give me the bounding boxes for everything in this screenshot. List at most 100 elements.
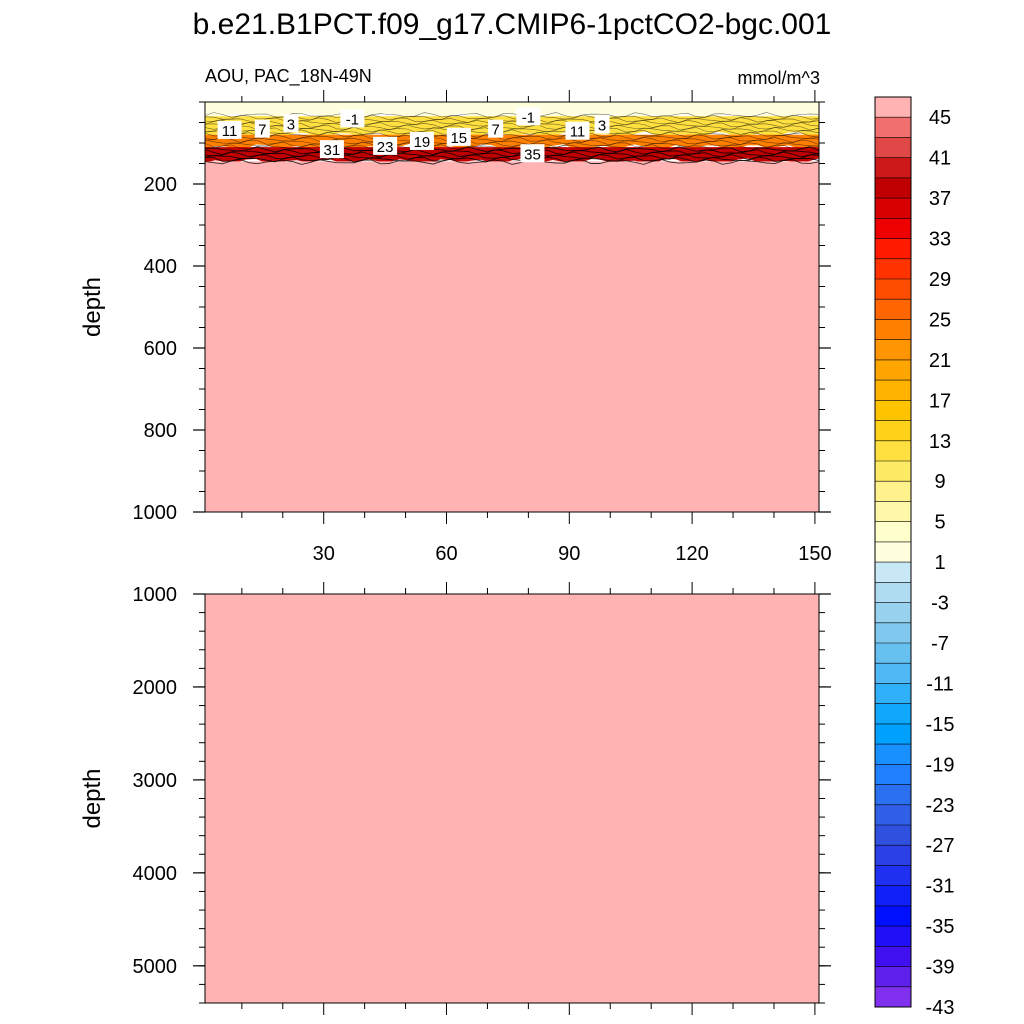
contour-line — [204, 122, 820, 128]
contour-label-box — [217, 120, 242, 139]
contour-label: 3 — [598, 118, 606, 135]
colorbar-swatch — [875, 885, 911, 907]
colorbar-label: 21 — [929, 350, 951, 372]
y-tick-label: 3000 — [133, 770, 178, 792]
colorbar-swatch — [875, 359, 911, 381]
colorbar-swatch — [875, 744, 911, 765]
contour-line — [204, 117, 820, 124]
contour-line — [204, 129, 820, 136]
contour-label-box — [340, 109, 365, 128]
colorbar-swatch — [875, 663, 911, 684]
colorbar-swatch — [875, 461, 911, 482]
colorbar-swatch — [875, 420, 911, 442]
x-tick-label: 150 — [798, 543, 831, 565]
colorbar-swatch — [875, 683, 911, 705]
colorbar-swatch — [875, 400, 911, 421]
units-label: mmol/m^3 — [738, 68, 820, 88]
colorbar-swatch — [875, 764, 911, 785]
colorbar-label: 13 — [929, 431, 951, 453]
contour-label: -1 — [522, 109, 535, 126]
contour-label: 3 — [287, 116, 295, 133]
panels: 11 7 3 -1 31 23 19 15 7 -1 11 3 35 200 400 600 800 1000 30… — [79, 90, 832, 1015]
colorbar-label: 5 — [934, 512, 945, 534]
y-tick-label: 400 — [144, 256, 177, 278]
y-axis-label: depth — [79, 277, 106, 337]
contour-label: 19 — [414, 134, 431, 151]
colorbar-label: 29 — [929, 269, 951, 291]
colorbar-label: -31 — [926, 876, 955, 898]
colorbar-label: 9 — [934, 471, 945, 493]
panel-1: 11 7 3 -1 31 23 19 15 7 -1 11 3 35 200 400 600 800 1000 30… — [79, 90, 832, 565]
aou-layer — [205, 134, 819, 151]
colorbar-swatch — [875, 481, 911, 502]
colorbar-label: -3 — [931, 593, 949, 615]
colorbar-swatch — [875, 177, 911, 199]
contour-line — [204, 148, 820, 156]
colorbar-label: 25 — [929, 309, 951, 331]
chart-title: b.e21.B1PCT.f09_g17.CMIP6-1pctCO2-bgc.00… — [193, 8, 832, 41]
contour-label: 35 — [524, 146, 541, 163]
contour-label-box — [594, 115, 610, 134]
colorbar-swatch — [875, 804, 911, 826]
colorbar-swatch — [875, 986, 911, 1008]
colorbar-swatch — [875, 440, 911, 462]
colorbar-label: -43 — [926, 997, 955, 1019]
y-tick-label: 800 — [144, 420, 177, 442]
colorbar-label: 45 — [929, 107, 951, 129]
colorbar-swatch — [875, 521, 911, 543]
contour-line — [204, 126, 820, 133]
colorbar-swatch — [875, 238, 911, 260]
colorbar-swatch — [875, 339, 911, 361]
contour-line — [204, 139, 820, 146]
colorbar-swatch — [875, 541, 911, 563]
aou-layer — [205, 594, 819, 1003]
colorbar-frame — [874, 96, 912, 1008]
colorbar-label: -35 — [926, 916, 955, 938]
colorbar-swatch — [875, 198, 911, 219]
colorbar-label: 1 — [934, 552, 945, 574]
contour-label: 31 — [324, 142, 341, 159]
colorbar-label: 17 — [929, 390, 951, 412]
contour-label-box — [254, 119, 270, 138]
y-tick-label: 5000 — [133, 956, 178, 978]
colorbar-label: -15 — [926, 714, 955, 736]
contour-label-box — [283, 114, 299, 133]
contour-label: 11 — [222, 123, 238, 140]
y-tick-label: 1000 — [133, 502, 178, 524]
colorbar-label: -11 — [926, 673, 953, 695]
contour-label-box — [520, 144, 545, 163]
contour-label: -1 — [346, 111, 359, 128]
y-tick-label: 2000 — [133, 677, 178, 699]
colorbar-swatch — [875, 380, 911, 401]
colorbar-swatch — [875, 562, 911, 583]
colorbar-label: -7 — [931, 633, 949, 655]
colorbar-swatch — [875, 825, 911, 846]
variable-region-label: AOU, PAC_18N-49N — [205, 66, 372, 87]
colorbar-swatch — [875, 582, 911, 603]
colorbar-swatch — [875, 784, 911, 806]
colorbar-label: 33 — [929, 229, 951, 251]
contour-label: 7 — [491, 122, 499, 139]
aou-layer — [205, 161, 819, 512]
contour-label: 15 — [450, 130, 467, 147]
y-tick-label: 1000 — [133, 584, 178, 606]
colorbar: 45 41 37 33 29 25 21 17 13 9 5 1 -3 -7 -11 -15 -19 -23 -27… — [874, 96, 955, 1019]
colorbar-swatch — [875, 218, 911, 239]
y-tick-label: 4000 — [133, 863, 178, 885]
colorbar-swatch — [875, 966, 911, 988]
contour-label: 11 — [570, 124, 586, 141]
colorbar-label: 41 — [929, 148, 951, 170]
colorbar-swatch — [875, 865, 911, 887]
colorbar-swatch — [875, 279, 911, 300]
contour-label-box — [319, 140, 344, 159]
panel-2: 1000 2000 3000 4000 5000 depth — [79, 582, 831, 1015]
contour-line — [204, 114, 820, 121]
contour-label-box — [446, 127, 471, 146]
x-tick-label: 120 — [675, 543, 708, 565]
contour-label-box — [488, 119, 504, 138]
colorbar-swatch — [875, 905, 911, 927]
contour-line — [204, 146, 820, 153]
y-tick-label: 600 — [144, 338, 177, 360]
colorbar-label: -27 — [926, 835, 955, 857]
